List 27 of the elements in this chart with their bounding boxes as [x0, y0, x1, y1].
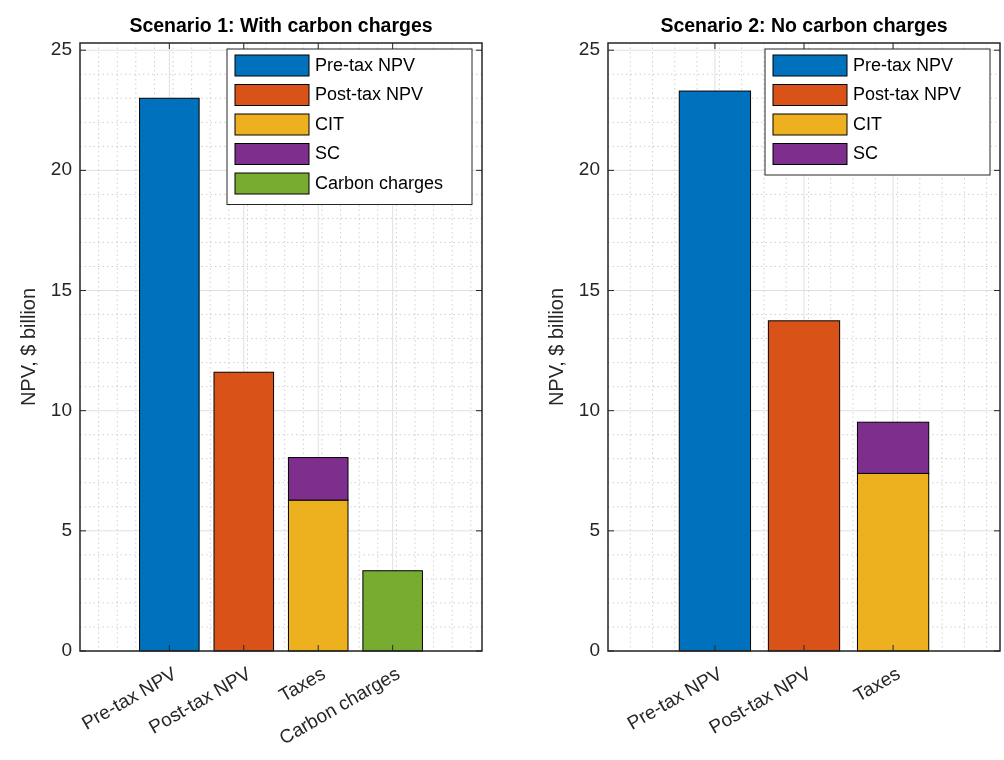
y-tick-label: 25: [50, 38, 72, 60]
chart-title: Scenario 2: No carbon charges: [660, 14, 948, 36]
y-tick-label: 5: [589, 518, 600, 540]
y-tick-label: 10: [50, 398, 72, 420]
y-tick-label: 5: [61, 518, 72, 540]
y-tick-label: 20: [50, 158, 72, 180]
y-tick-label: 15: [578, 278, 600, 300]
legend-label: Post-tax NPV: [853, 84, 962, 105]
legend-label: CIT: [853, 113, 882, 134]
legend-label: SC: [853, 143, 879, 164]
chart-title: Scenario 1: With carbon charges: [129, 14, 433, 36]
legend-label: Post-tax NPV: [315, 84, 424, 105]
y-axis-title: NPV, $ billion: [17, 287, 39, 407]
y-tick-label: 15: [50, 278, 72, 300]
y-tick-label: 25: [578, 38, 600, 60]
legend-label: Pre-tax NPV: [315, 54, 416, 75]
legend-label: SC: [315, 143, 341, 164]
legend-label: CIT: [315, 113, 344, 134]
y-tick-label: 20: [578, 158, 600, 180]
legend-label: Pre-tax NPV: [853, 54, 954, 75]
x-tick-label: Taxes: [275, 662, 329, 706]
y-tick-label: 0: [61, 639, 72, 661]
y-axis-title: NPV, $ billion: [545, 287, 567, 407]
legend-label: Carbon charges: [315, 172, 444, 193]
y-tick-label: 10: [578, 398, 600, 420]
y-tick-label: 0: [589, 639, 600, 661]
x-tick-label: Taxes: [850, 662, 904, 706]
